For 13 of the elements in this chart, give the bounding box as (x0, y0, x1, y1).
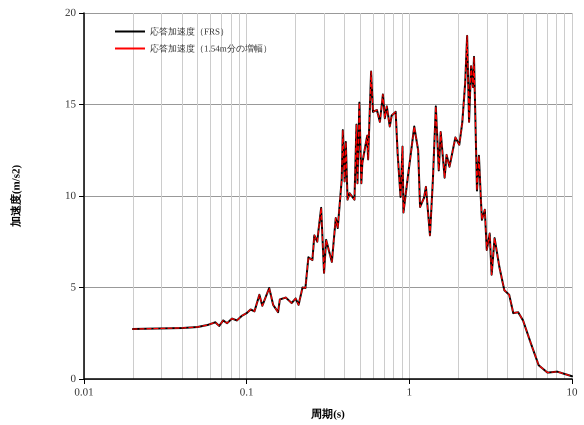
x-tick-label: 0.1 (240, 386, 254, 398)
legend-label: 応答加速度（FRS） (150, 26, 230, 36)
y-tick-label: 5 (70, 282, 76, 294)
x-tick-label: 0.01 (74, 386, 94, 398)
y-axis-title: 加速度(m/s2) (10, 164, 22, 228)
y-tick-label: 15 (65, 98, 76, 110)
y-tick-label: 0 (70, 373, 76, 385)
x-tick-label: 10 (566, 386, 578, 398)
legend-label: 応答加速度（1.54m分の増幅） (150, 44, 272, 54)
x-tick-label: 1 (406, 386, 412, 398)
y-tick-label: 10 (65, 190, 76, 202)
x-axis-title: 周期(s) (310, 408, 346, 420)
y-tick-label: 20 (65, 7, 76, 19)
